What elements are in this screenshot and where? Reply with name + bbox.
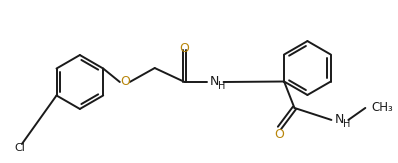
Text: N: N [210, 75, 219, 89]
Text: O: O [120, 75, 130, 89]
Text: Cl: Cl [14, 143, 25, 153]
Text: O: O [180, 42, 189, 55]
Text: O: O [275, 128, 285, 141]
Text: H: H [218, 81, 225, 91]
Text: CH₃: CH₃ [371, 101, 393, 114]
Text: H: H [343, 119, 350, 129]
Text: N: N [335, 113, 344, 126]
